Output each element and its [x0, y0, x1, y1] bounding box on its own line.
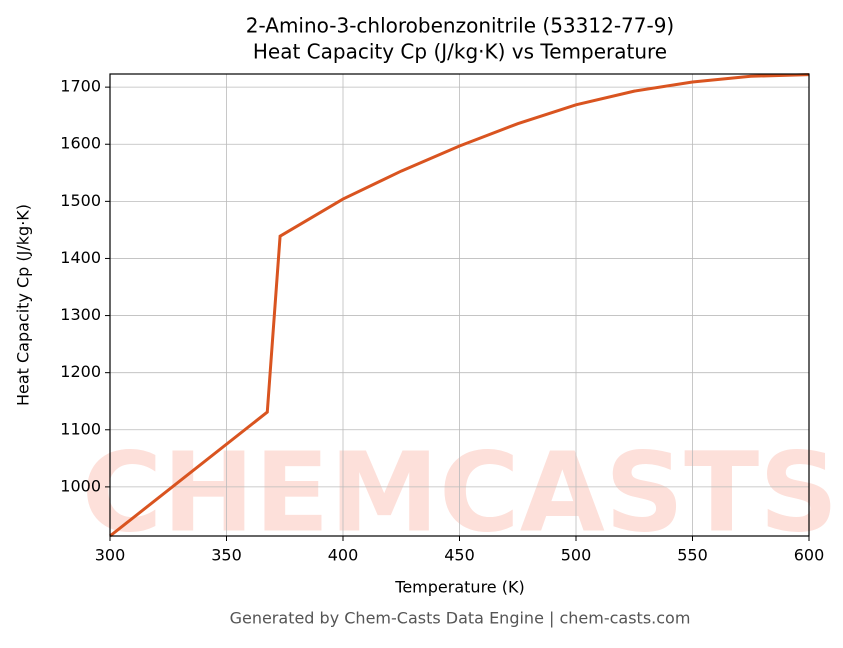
- y-tick-label: 1100: [60, 419, 101, 438]
- x-axis-label: Temperature (K): [394, 578, 524, 597]
- y-axis-label: Heat Capacity Cp (J/kg·K): [14, 204, 33, 406]
- x-tick-label: 350: [211, 546, 242, 565]
- plot-frame: [109, 73, 810, 537]
- x-tick-label: 600: [794, 546, 825, 565]
- chart-subtitle: Heat Capacity Cp (J/kg·K) vs Temperature: [253, 40, 667, 64]
- chart-title: 2-Amino-3-chlorobenzonitrile (53312-77-9…: [246, 14, 674, 38]
- x-tick-label: 550: [677, 546, 708, 565]
- y-tick-label: 1300: [60, 305, 101, 324]
- footer: Generated by Chem-Casts Data Engine | ch…: [230, 609, 691, 628]
- y-tick-label: 1200: [60, 362, 101, 381]
- x-tick-label: 400: [328, 546, 359, 565]
- y-tick-label: 1600: [60, 134, 101, 153]
- x-tick-label: 500: [561, 546, 592, 565]
- y-tick-label: 1000: [60, 476, 101, 495]
- x-tick-label: 450: [444, 546, 475, 565]
- y-tick-label: 1500: [60, 191, 101, 210]
- y-tick-label: 1700: [60, 77, 101, 96]
- x-tick-label: 300: [95, 546, 126, 565]
- watermark: CHEMCASTS: [82, 428, 839, 556]
- y-tick-label: 1400: [60, 248, 101, 267]
- data-line: [109, 73, 810, 538]
